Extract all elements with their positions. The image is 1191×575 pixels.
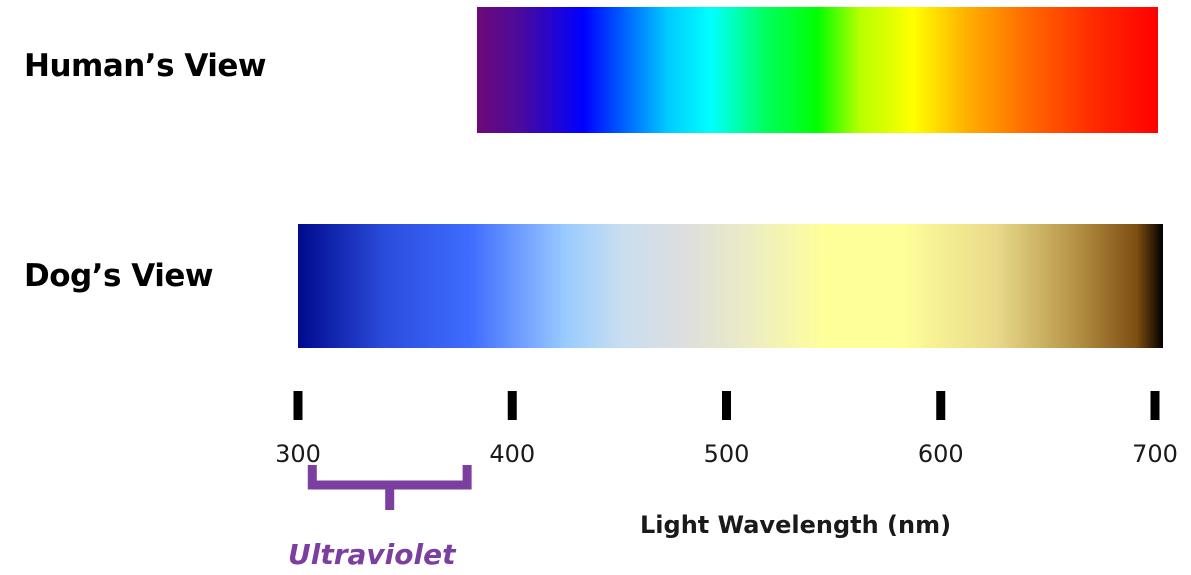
axis-tick-400 — [507, 391, 517, 420]
axis-tick-label-400: 400 — [489, 440, 535, 468]
axis-tick-300 — [293, 391, 303, 420]
axis-tick-label-600: 600 — [918, 440, 964, 468]
axis-title: Light Wavelength (nm) — [640, 511, 951, 539]
human-spectrum-bar — [477, 7, 1158, 133]
axis-tick-label-700: 700 — [1132, 440, 1178, 468]
axis-ticks — [293, 391, 1160, 420]
human-view-label: Human’s View — [24, 48, 267, 84]
axis-tick-label-300: 300 — [275, 440, 321, 468]
axis-tick-label-500: 500 — [704, 440, 750, 468]
ultraviolet-label: Ultraviolet — [288, 538, 456, 571]
dog-view-label: Dog’s View — [24, 258, 213, 294]
axis-tick-labels: 300 400 500 600 700 — [275, 440, 1178, 468]
axis-tick-500 — [722, 391, 731, 420]
axis-tick-600 — [936, 391, 946, 420]
ultraviolet-bracket — [307, 465, 472, 510]
axis-tick-700 — [1150, 391, 1160, 420]
dog-spectrum-bar — [298, 224, 1163, 348]
